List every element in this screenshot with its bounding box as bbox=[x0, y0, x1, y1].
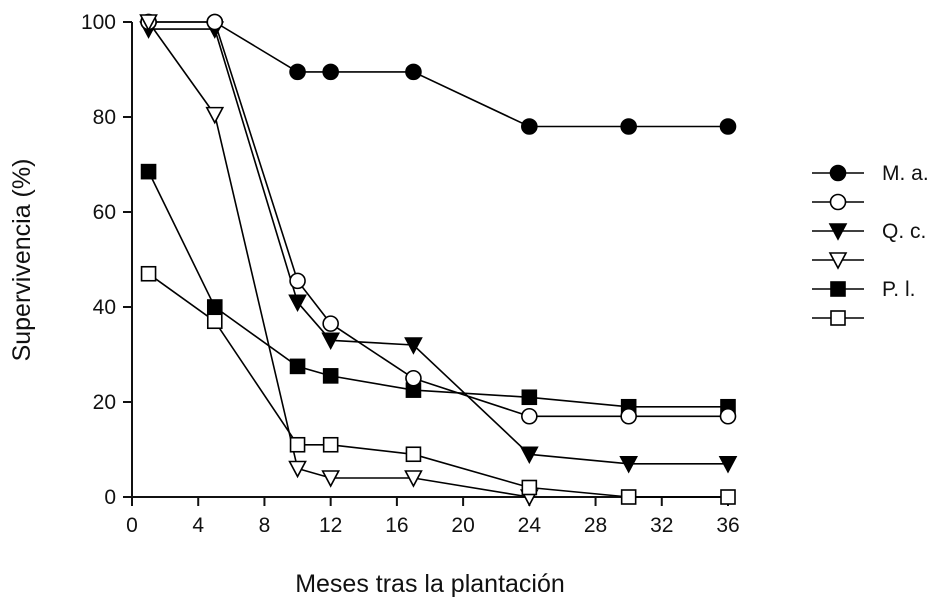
data-point bbox=[620, 407, 637, 425]
data-point bbox=[140, 163, 157, 180]
data-point bbox=[288, 294, 307, 312]
y-tick-label: 100 bbox=[81, 11, 116, 34]
series-line-3 bbox=[148, 28, 728, 465]
legend-entry-2 bbox=[812, 193, 864, 211]
data-point bbox=[205, 106, 225, 125]
data-point bbox=[322, 368, 339, 384]
y-tick-label: 80 bbox=[93, 106, 116, 129]
data-point bbox=[288, 460, 307, 479]
data-point bbox=[619, 455, 639, 474]
x-tick-label: 24 bbox=[518, 514, 542, 537]
legend-label: M. a. bbox=[882, 162, 929, 185]
data-point bbox=[519, 446, 539, 464]
series-line-4 bbox=[147, 21, 530, 498]
legend-entry-6 bbox=[812, 310, 864, 326]
legend-marker bbox=[828, 223, 848, 241]
x-tick-label: 0 bbox=[126, 514, 138, 537]
data-point bbox=[139, 14, 158, 32]
x-tick-label: 12 bbox=[319, 514, 342, 537]
series-line-5 bbox=[147, 171, 728, 408]
legend-marker bbox=[828, 252, 848, 270]
x-tick-label: 8 bbox=[259, 514, 271, 537]
data-point bbox=[521, 479, 538, 496]
legend-entry-1: M. a. bbox=[812, 162, 929, 185]
x-tick-label: 20 bbox=[451, 514, 474, 537]
data-point bbox=[404, 337, 423, 355]
series-markers bbox=[139, 13, 738, 507]
data-point bbox=[720, 489, 736, 505]
y-tick-label: 60 bbox=[93, 201, 116, 224]
data-point bbox=[521, 118, 538, 135]
x-tick-label: 28 bbox=[584, 514, 607, 537]
legend-label: P. l. bbox=[882, 278, 915, 301]
data-point bbox=[521, 407, 538, 425]
legend-entry-3: Q. c. bbox=[812, 220, 926, 243]
x-tick-label: 32 bbox=[650, 514, 673, 537]
legend-entry-4 bbox=[812, 252, 864, 270]
series-lines bbox=[147, 21, 728, 498]
data-point bbox=[321, 470, 340, 488]
x-tick-label: 4 bbox=[192, 514, 204, 537]
series-line-6 bbox=[148, 273, 728, 498]
data-point bbox=[719, 118, 737, 135]
legend: M. a. Q. c. P. l. bbox=[812, 162, 929, 326]
data-point bbox=[405, 63, 422, 81]
series-line-2 bbox=[148, 21, 728, 418]
x-axis-title: Meses tras la plantación bbox=[295, 570, 565, 598]
data-point bbox=[289, 436, 306, 453]
data-point bbox=[206, 313, 223, 330]
data-point bbox=[718, 455, 738, 474]
data-point bbox=[620, 118, 637, 135]
legend-marker bbox=[829, 164, 847, 182]
data-point bbox=[719, 407, 737, 425]
data-point bbox=[206, 299, 223, 315]
data-point bbox=[322, 63, 339, 81]
data-point bbox=[140, 265, 157, 282]
data-point bbox=[289, 272, 306, 290]
axes: 0 20 40 60 80 100 0 4 8 12 16 20 24 28 32 36 bbox=[81, 11, 740, 537]
legend-marker bbox=[830, 310, 846, 326]
data-point bbox=[289, 358, 306, 375]
legend-entry-5: P. l. bbox=[812, 278, 915, 301]
legend-marker bbox=[830, 281, 846, 297]
data-point bbox=[321, 332, 340, 350]
x-tick-label: 36 bbox=[716, 514, 739, 537]
data-point bbox=[620, 489, 637, 505]
data-point bbox=[405, 369, 422, 387]
data-point bbox=[206, 13, 224, 31]
data-point bbox=[322, 315, 339, 332]
y-tick-label: 0 bbox=[104, 486, 116, 509]
legend-marker bbox=[829, 193, 847, 211]
y-tick-label: 40 bbox=[93, 296, 116, 319]
data-point bbox=[521, 389, 538, 406]
data-point bbox=[405, 446, 422, 463]
y-axis-title: Supervivencia (%) bbox=[8, 159, 36, 362]
x-tick-label: 16 bbox=[385, 514, 408, 537]
series-line-1 bbox=[148, 21, 728, 128]
data-point bbox=[322, 436, 339, 453]
legend-label: Q. c. bbox=[882, 220, 926, 243]
data-point bbox=[289, 63, 306, 81]
data-point bbox=[404, 470, 423, 488]
y-tick-label: 20 bbox=[93, 391, 116, 414]
